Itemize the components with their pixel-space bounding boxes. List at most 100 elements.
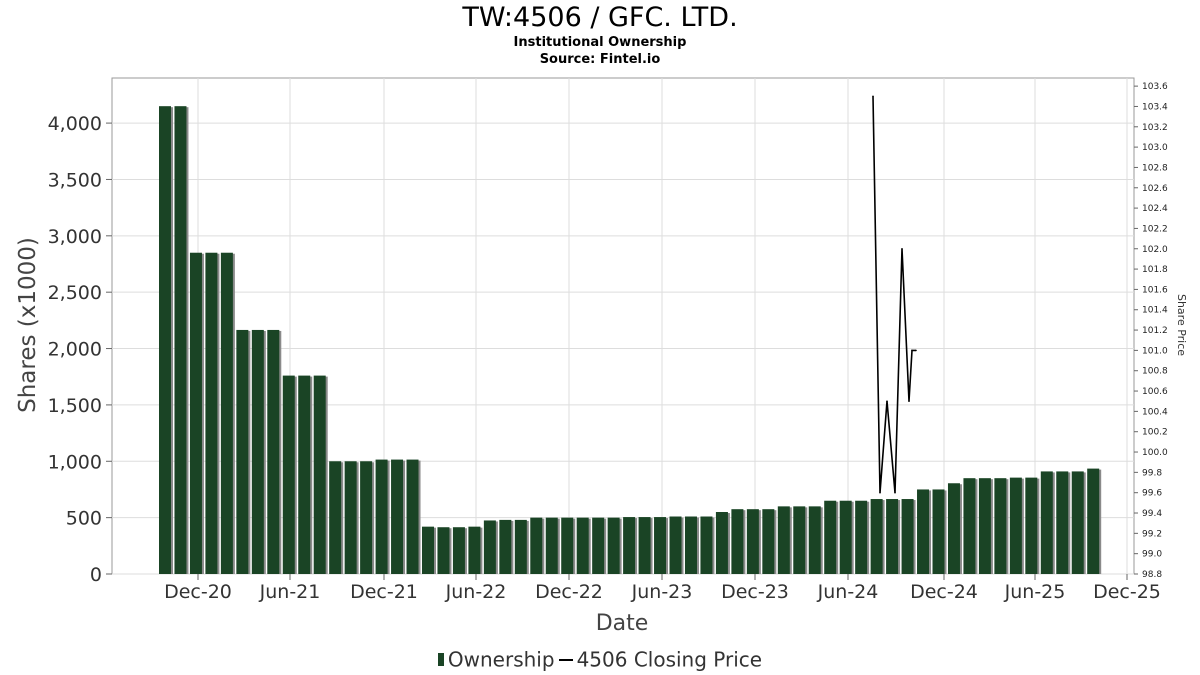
price-legend-swatch [558,658,573,661]
ownership-bar [421,526,434,574]
y2-tick-label: 103.6 [1142,82,1168,92]
y-tick-label: 2,500 [48,282,102,304]
ownership-bar [499,519,512,574]
ownership-bar [824,500,837,574]
ownership-bar [808,506,821,574]
y2-tick-label: 101.6 [1142,285,1168,295]
y2-tick-label: 101.2 [1142,326,1168,336]
ownership-bar [375,459,388,574]
y2-tick-label: 101.8 [1142,265,1168,275]
x-tick-label: Dec-24 [910,581,978,603]
y-tick-label: 4,000 [48,113,102,135]
ownership-bar [205,252,218,574]
y2-tick-label: 100.2 [1142,428,1168,438]
price-point [901,248,903,250]
ownership-bar [483,520,496,574]
y-tick-label: 1,000 [48,451,102,473]
y-tick-label: 1,500 [48,395,102,417]
y2-tick-label: 101.4 [1142,306,1168,316]
y2-tick-label: 103.0 [1142,143,1168,153]
y-tick-label: 500 [66,508,102,530]
y2-tick-label: 100.0 [1142,448,1168,458]
ownership-bar [947,483,960,574]
ownership-bar [978,478,991,574]
y2-tick-label: 99.6 [1142,489,1162,499]
ownership-bar [391,459,404,574]
ownership-bar [468,526,481,574]
ownership-bar [1087,468,1100,574]
ownership-bar [932,489,945,574]
ownership-bar [607,517,620,574]
ownership-bar [715,512,728,574]
ownership-bar [1009,477,1022,574]
ownership-bar [638,517,651,574]
y2-tick-label: 101.0 [1142,346,1168,356]
ownership-bar [855,500,868,574]
ownership-bar [870,499,883,574]
ownership-bar [267,329,280,574]
ownership-bar [159,106,171,574]
chart-title: TW:4506 / GFC. LTD. [462,2,738,33]
y2-tick-label: 100.8 [1142,367,1168,377]
x-tick-label: Jun-23 [631,581,693,603]
ownership-bar [731,509,744,574]
ownership-bar [1040,471,1053,574]
ownership-bar [189,252,202,574]
ownership-bar [437,527,450,574]
y2-tick-label: 100.4 [1142,407,1168,417]
ownership-bar [963,478,976,574]
price-point [911,349,913,352]
ownership-bar [220,252,233,574]
x-axis: Dec-20 Jun-21 Dec-21 Jun-22 Dec-22 Jun-23 Dec-… [164,574,1161,603]
ownership-bar [886,499,899,574]
ownership-chart: 05001,0001,5002,0002,5003,0003,5004,000 … [15,77,1188,636]
x-tick-label: Jun-22 [445,581,507,603]
ownership-bar [746,509,759,574]
x-tick-label: Jun-24 [817,581,879,603]
y-tick-label: 0 [90,564,102,586]
price-point [908,400,910,403]
ownership-bar [452,527,465,574]
y2-tick-label: 102.4 [1142,204,1168,214]
x-axis-label: Date [596,611,649,636]
y2-tick-label: 98.8 [1142,570,1162,580]
y2-tick-label: 99.2 [1142,529,1162,539]
chart-subtitle: Institutional Ownership [513,35,687,50]
x-tick-label: Dec-23 [721,581,789,603]
x-tick-label: Dec-20 [164,581,232,603]
x-tick-label: Dec-25 [1093,581,1161,603]
y2-tick-label: 99.0 [1142,550,1162,560]
y2-tick-label: 103.2 [1142,123,1168,133]
ownership-bar [530,517,543,574]
y2-axis-label: Share Price [1175,294,1188,356]
y2-tick-label: 102.0 [1142,245,1168,255]
y2-tick-label: 99.4 [1142,509,1162,519]
x-tick-label: Dec-22 [535,581,603,603]
ownership-bar [592,517,605,574]
ownership-bar [576,517,589,574]
ownership-bar [406,459,419,574]
price-line-group [872,95,917,494]
ownership-bar [762,509,775,574]
ownership-bar [839,500,852,574]
ownership-bar [684,516,697,574]
chart-legend: Ownership 4506 Closing Price [0,646,1200,672]
y-tick-label: 3,000 [48,226,102,248]
ownership-bar [1056,471,1069,574]
ownership-bar [654,517,667,574]
price-legend-label: 4506 Closing Price [576,647,763,672]
ownership-bar [901,499,914,574]
price-point [894,491,896,494]
price-line [872,96,916,493]
chart-source: Source: Fintel.io [539,52,661,67]
ownership-bar [917,489,930,574]
y2-tick-label: 100.6 [1142,387,1168,397]
ownership-bar [236,329,249,574]
price-point [879,491,881,494]
ownership-bar [777,506,790,574]
ownership-bar [623,517,636,574]
y2-tick-label: 99.8 [1142,468,1162,478]
ownership-bar [1071,471,1084,574]
ownership-bar [329,461,342,574]
x-tick-label: Dec-21 [350,581,418,603]
